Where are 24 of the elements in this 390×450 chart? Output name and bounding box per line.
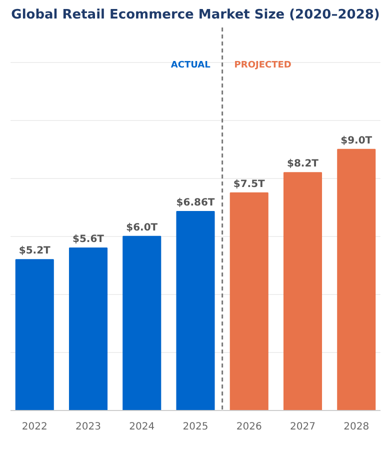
data-label: $8.2T (287, 158, 319, 170)
bar (15, 259, 54, 410)
data-label: $5.6T (72, 234, 104, 246)
annotation: ACTUAL (170, 60, 211, 70)
x-tick-label: 2023 (76, 422, 101, 432)
annotation: PROJECTED (234, 60, 292, 70)
bar (122, 236, 162, 410)
data-label: $6.0T (126, 222, 158, 234)
data-label: $5.2T (18, 246, 51, 257)
data-label: $6.86T (176, 197, 215, 208)
x-tick-label: 2027 (290, 422, 316, 432)
x-tick-label: 2024 (129, 422, 155, 432)
bar (176, 210, 215, 410)
bar (283, 172, 322, 410)
bar (230, 192, 268, 410)
data-label: $7.5T (233, 178, 266, 190)
x-tick-label: 2028 (344, 422, 370, 432)
x-tick-label: 2022 (22, 422, 48, 432)
bar (337, 148, 376, 410)
data-label: $9.0T (340, 135, 372, 146)
x-tick-label: 2025 (182, 422, 208, 432)
x-tick-label: 2026 (236, 422, 262, 432)
bar (68, 248, 108, 410)
chart-title: Global Retail Ecommerce Market Size (2020–2028) (11, 8, 380, 22)
